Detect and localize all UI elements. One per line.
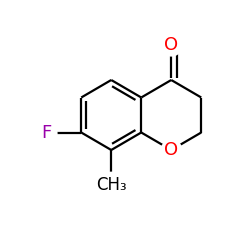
Text: O: O [164,36,178,54]
Text: CH₃: CH₃ [96,176,126,194]
Text: F: F [41,124,51,142]
Text: O: O [164,141,178,159]
